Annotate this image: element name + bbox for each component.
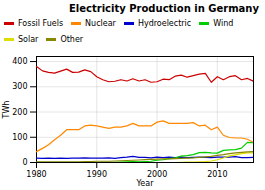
svg-text:TWh: TWh	[2, 101, 11, 120]
html-text:Solar: Solar	[18, 35, 39, 45]
html-text:Other: Other	[60, 35, 84, 45]
svg-text:200: 200	[12, 108, 27, 117]
svg-text:2010: 2010	[207, 170, 227, 179]
svg-text:2000: 2000	[146, 170, 168, 180]
html-text:Fossil Fuels: Fossil Fuels	[18, 18, 64, 28]
svg-text:0: 0	[22, 158, 27, 167]
svg-text:1990: 1990	[87, 170, 107, 179]
svg-text:400: 400	[12, 57, 27, 66]
svg-text:100: 100	[12, 133, 27, 142]
svg-text:Year: Year	[136, 179, 155, 188]
html-text:Wind: Wind	[213, 18, 234, 28]
html-text:Hydroelectric: Hydroelectric	[137, 18, 192, 28]
html-text:Nuclear: Nuclear	[85, 18, 116, 28]
svg-text:1980: 1980	[26, 170, 46, 179]
html-text:Electricity Production in Germ: Electricity Production in Germany	[69, 3, 259, 14]
svg-text:300: 300	[12, 82, 27, 91]
